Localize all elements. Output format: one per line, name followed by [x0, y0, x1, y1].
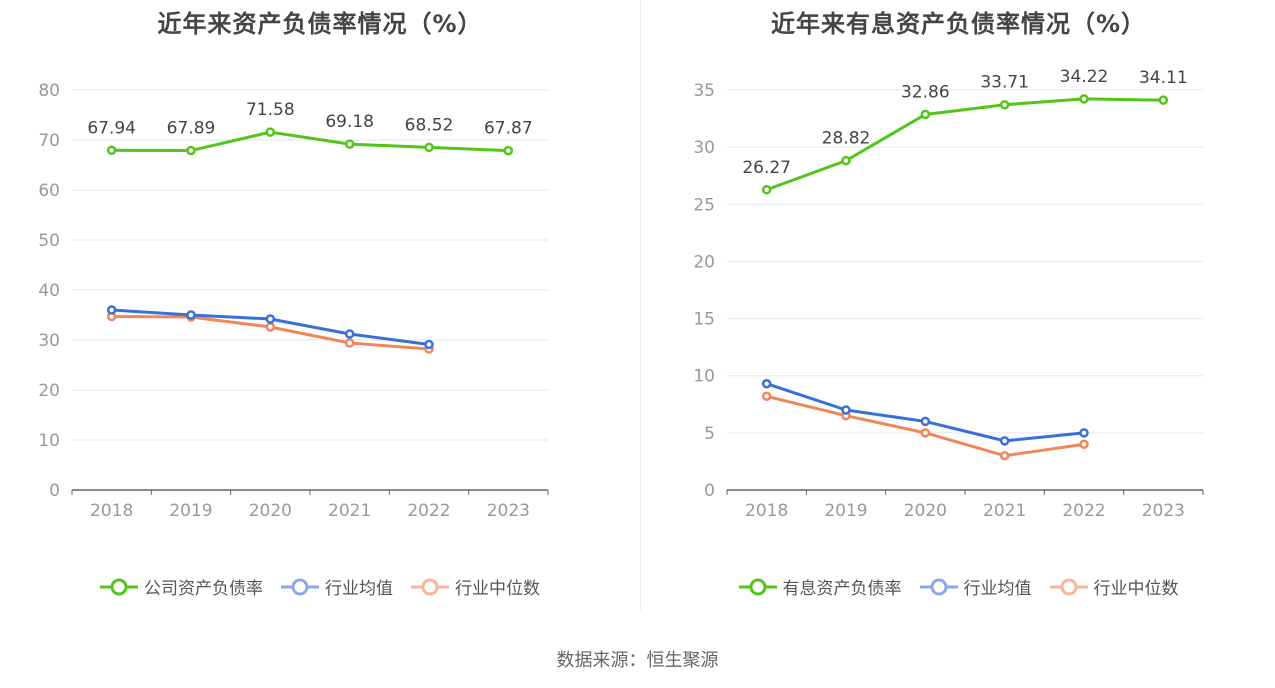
data-point-mean[interactable] — [424, 339, 434, 350]
y-tick-label: 10 — [693, 367, 715, 387]
data-point-company[interactable] — [1079, 94, 1089, 104]
data-label: 28.82 — [822, 129, 871, 149]
y-tick-label: 30 — [38, 331, 60, 351]
x-tick-label: 2018 — [745, 501, 788, 521]
data-label: 69.18 — [325, 112, 374, 132]
legend-label: 行业中位数 — [455, 579, 540, 599]
data-point-company[interactable] — [841, 155, 851, 166]
data-point-mean[interactable] — [344, 329, 355, 339]
data-point-company[interactable] — [503, 145, 514, 156]
interest-debt-ratio-chart: 0 5 10 15 20 25 30 35 2018 2019 2020 2021 2022 2023 26… — [693, 67, 1204, 521]
data-label: 68.52 — [405, 115, 454, 135]
legend-item-company[interactable]: 公司资产负债率 — [100, 574, 263, 599]
data-point-company[interactable] — [186, 145, 196, 156]
y-tick-label: 40 — [38, 281, 60, 301]
y-tick-label: 5 — [704, 424, 715, 444]
x-tick-label: 2020 — [249, 501, 292, 521]
chart-legend: 公司资产负债率 行业均值 行业中位数 — [0, 574, 640, 599]
data-point-median[interactable] — [1079, 439, 1089, 450]
data-point-median[interactable] — [999, 450, 1010, 461]
legend-line-icon — [919, 578, 958, 595]
x-tick-label: 2021 — [328, 501, 371, 521]
x-tick-label: 2022 — [407, 501, 450, 521]
data-point-company[interactable] — [761, 185, 772, 195]
series-line-company — [111, 130, 509, 153]
data-label: 34.22 — [1060, 67, 1109, 87]
legend-line-icon — [411, 578, 449, 595]
x-tick-label: 2021 — [983, 501, 1026, 521]
legend-item-median[interactable]: 行业中位数 — [1049, 574, 1179, 599]
data-point-median[interactable] — [344, 338, 355, 348]
x-tick-label: 2019 — [169, 501, 212, 521]
data-point-median[interactable] — [920, 428, 931, 438]
x-tick-label: 2018 — [90, 501, 133, 521]
legend-line-icon — [100, 578, 138, 595]
y-tick-label: 60 — [38, 181, 60, 201]
data-point-company[interactable] — [424, 142, 434, 153]
data-source-note: 数据来源：恒生聚源 — [556, 650, 719, 671]
legend-label: 有息资产负债率 — [782, 579, 902, 599]
y-tick-label: 0 — [49, 481, 60, 501]
legend-item-mean[interactable]: 行业均值 — [919, 574, 1032, 599]
y-tick-label: 15 — [693, 310, 715, 330]
legend-line-icon — [281, 578, 319, 595]
legend-line-icon — [1049, 578, 1088, 595]
y-tick-label: 70 — [38, 131, 60, 151]
data-label: 33.71 — [980, 73, 1029, 93]
x-tick-label: 2020 — [904, 501, 947, 521]
data-point-mean[interactable] — [999, 436, 1010, 446]
chart-legend: 有息资产负债率 行业均值 行业中位数 — [642, 574, 1275, 599]
legend-label: 行业中位数 — [1093, 579, 1179, 599]
legend-label: 行业均值 — [963, 579, 1032, 599]
panel-divider — [640, 0, 641, 612]
data-label: 67.87 — [484, 119, 533, 139]
y-tick-label: 50 — [38, 231, 60, 251]
legend-line-icon — [738, 578, 777, 595]
data-point-company[interactable] — [999, 99, 1010, 110]
y-tick-label: 20 — [38, 381, 60, 401]
legend-item-mean[interactable]: 行业均值 — [281, 574, 393, 599]
data-label: 67.94 — [87, 118, 136, 138]
y-tick-label: 20 — [693, 252, 715, 272]
series-line-company — [766, 97, 1164, 192]
data-point-company[interactable] — [265, 127, 276, 137]
interest-debt-ratio-chart-panel: 近年来有息资产负债率情况（%） 0 5 10 15 20 25 30 35 2018 2019 20… — [642, 0, 1275, 620]
y-tick-label: 35 — [693, 81, 715, 101]
chart-title: 近年来资产负债率情况（%） — [157, 10, 483, 38]
data-point-mean[interactable] — [186, 310, 196, 320]
x-tick-label: 2022 — [1062, 501, 1105, 521]
data-label: 26.27 — [742, 158, 791, 178]
data-point-median[interactable] — [761, 391, 772, 402]
debt-ratio-chart: 0 10 20 30 40 50 60 70 80 2018 2019 2020 2021 2022 202… — [38, 81, 549, 521]
legend-item-company[interactable]: 有息资产负债率 — [738, 574, 902, 599]
data-label: 34.11 — [1139, 68, 1188, 88]
y-tick-label: 10 — [38, 431, 60, 451]
x-tick-label: 2019 — [824, 501, 867, 521]
y-tick-label: 25 — [693, 195, 715, 215]
y-tick-label: 30 — [693, 138, 715, 158]
data-point-company[interactable] — [106, 145, 117, 156]
x-tick-label: 2023 — [1142, 501, 1185, 521]
chart-title: 近年来有息资产负债率情况（%） — [770, 10, 1147, 38]
data-point-company[interactable] — [344, 139, 355, 149]
data-point-company[interactable] — [1158, 95, 1169, 105]
data-point-mean[interactable] — [920, 416, 931, 427]
data-label: 67.89 — [167, 119, 216, 139]
data-point-mean[interactable] — [1079, 428, 1089, 438]
data-point-company[interactable] — [920, 109, 931, 120]
debt-ratio-chart-panel: 近年来资产负债率情况（%） 0 10 20 30 40 50 60 70 80 2018 2019 2… — [0, 0, 640, 620]
data-label: 71.58 — [246, 100, 295, 120]
data-point-mean[interactable] — [265, 314, 276, 324]
data-point-median[interactable] — [265, 322, 276, 332]
y-tick-label: 0 — [704, 481, 715, 501]
data-label: 32.86 — [901, 82, 950, 102]
data-point-mean[interactable] — [761, 378, 772, 389]
y-tick-label: 80 — [38, 81, 60, 101]
legend-label: 行业均值 — [325, 579, 393, 599]
data-point-mean[interactable] — [106, 305, 117, 315]
legend-item-median[interactable]: 行业中位数 — [411, 574, 540, 599]
data-point-mean[interactable] — [841, 405, 851, 415]
x-tick-label: 2023 — [487, 501, 530, 521]
legend-label: 公司资产负债率 — [144, 579, 263, 599]
